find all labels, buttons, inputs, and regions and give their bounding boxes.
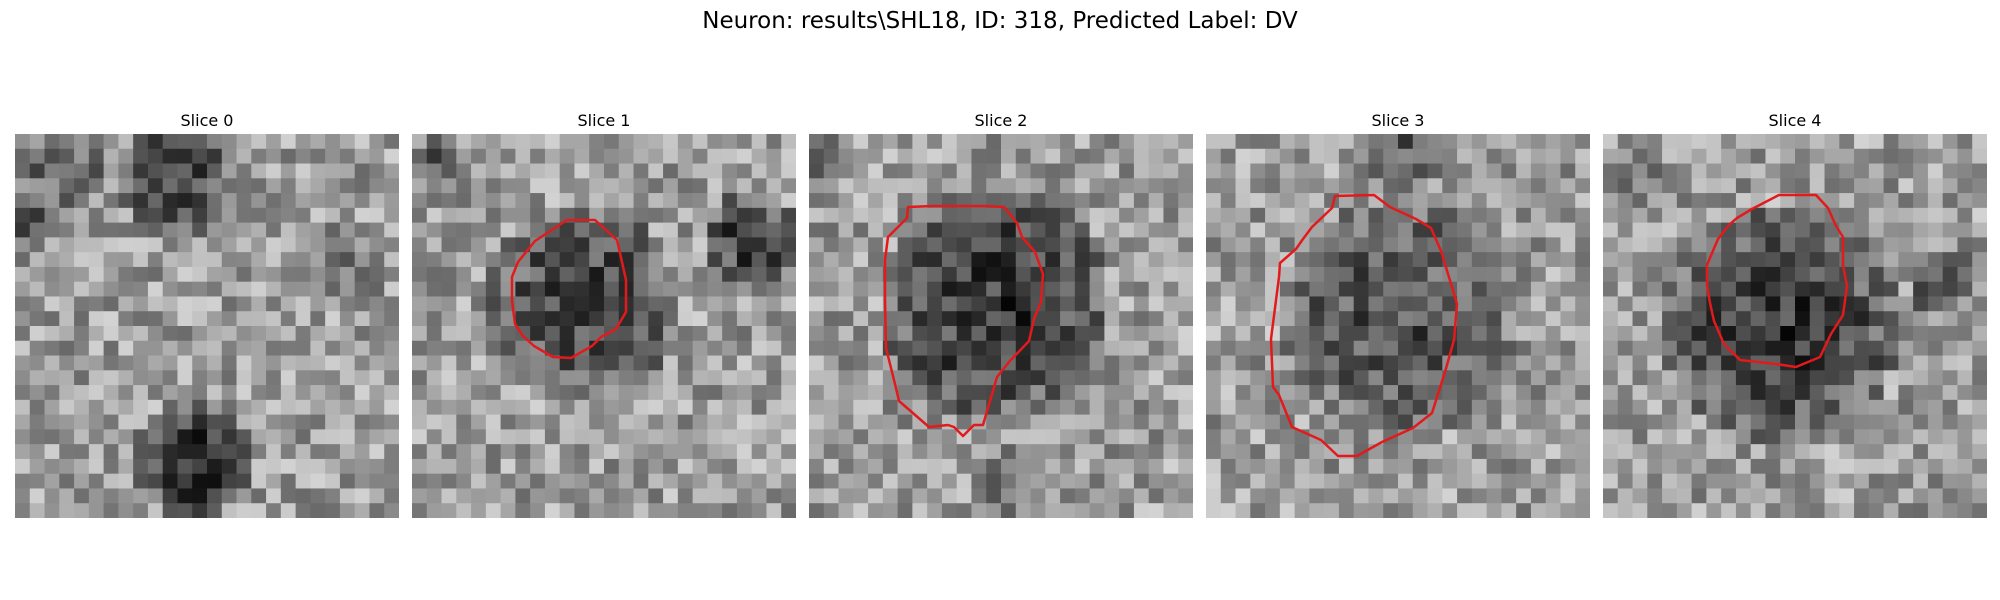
slice-image-4 xyxy=(1603,134,1987,518)
slice-panel-1: Slice 1 xyxy=(412,110,796,518)
neuron-contour-1 xyxy=(510,218,628,360)
neuron-contour-4 xyxy=(1705,193,1849,369)
slice-panel-2: Slice 2 xyxy=(809,110,1193,518)
slice-title-1: Slice 1 xyxy=(577,111,631,130)
slice-image-2 xyxy=(809,134,1193,518)
slice-title-3: Slice 3 xyxy=(1371,111,1425,130)
slice-image-0 xyxy=(15,134,399,518)
slice-panel-0: Slice 0 xyxy=(15,110,399,518)
slice-image-1 xyxy=(412,134,796,518)
slice-image-3 xyxy=(1206,134,1590,518)
neuron-contour-3 xyxy=(1269,193,1459,458)
slice-title-0: Slice 0 xyxy=(180,111,234,130)
slice-panel-4: Slice 4 xyxy=(1603,110,1987,518)
slice-title-2: Slice 2 xyxy=(974,111,1028,130)
figure-title: Neuron: results\SHL18, ID: 318, Predicte… xyxy=(702,8,1298,34)
slice-panel-3: Slice 3 xyxy=(1206,110,1590,518)
slice-title-4: Slice 4 xyxy=(1768,111,1822,130)
neuron-contour-2 xyxy=(883,204,1045,438)
